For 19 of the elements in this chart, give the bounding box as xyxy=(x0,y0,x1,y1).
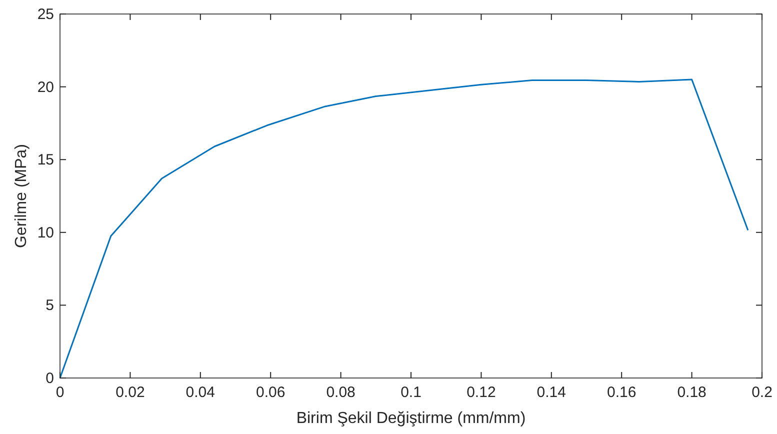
x-tick-label: 0.12 xyxy=(466,384,496,401)
x-tick-label: 0.06 xyxy=(256,384,286,401)
x-tick-label: 0.14 xyxy=(536,384,566,401)
y-tick-label: 15 xyxy=(37,152,54,169)
x-tick-label: 0.18 xyxy=(677,384,706,401)
y-tick-label: 5 xyxy=(46,297,54,314)
x-tick-label: 0.16 xyxy=(607,384,636,401)
x-axis-title: Birim Şekil Değiştirme (mm/mm) xyxy=(296,410,526,427)
x-tick-label: 0.1 xyxy=(400,384,422,401)
x-tick-label: 0.2 xyxy=(752,384,772,401)
line-series xyxy=(59,78,749,379)
x-tick-label: 0.02 xyxy=(116,384,145,401)
y-axis-title: Gerilme (MPa) xyxy=(13,144,30,248)
y-tick-label: 20 xyxy=(37,78,54,96)
y-tick-label: 10 xyxy=(37,224,54,242)
x-tick-label: 0.04 xyxy=(186,384,215,401)
x-tick-label: 0.08 xyxy=(326,384,356,401)
y-tick-label: 25 xyxy=(37,6,54,23)
y-tick-label: 0 xyxy=(46,370,54,387)
